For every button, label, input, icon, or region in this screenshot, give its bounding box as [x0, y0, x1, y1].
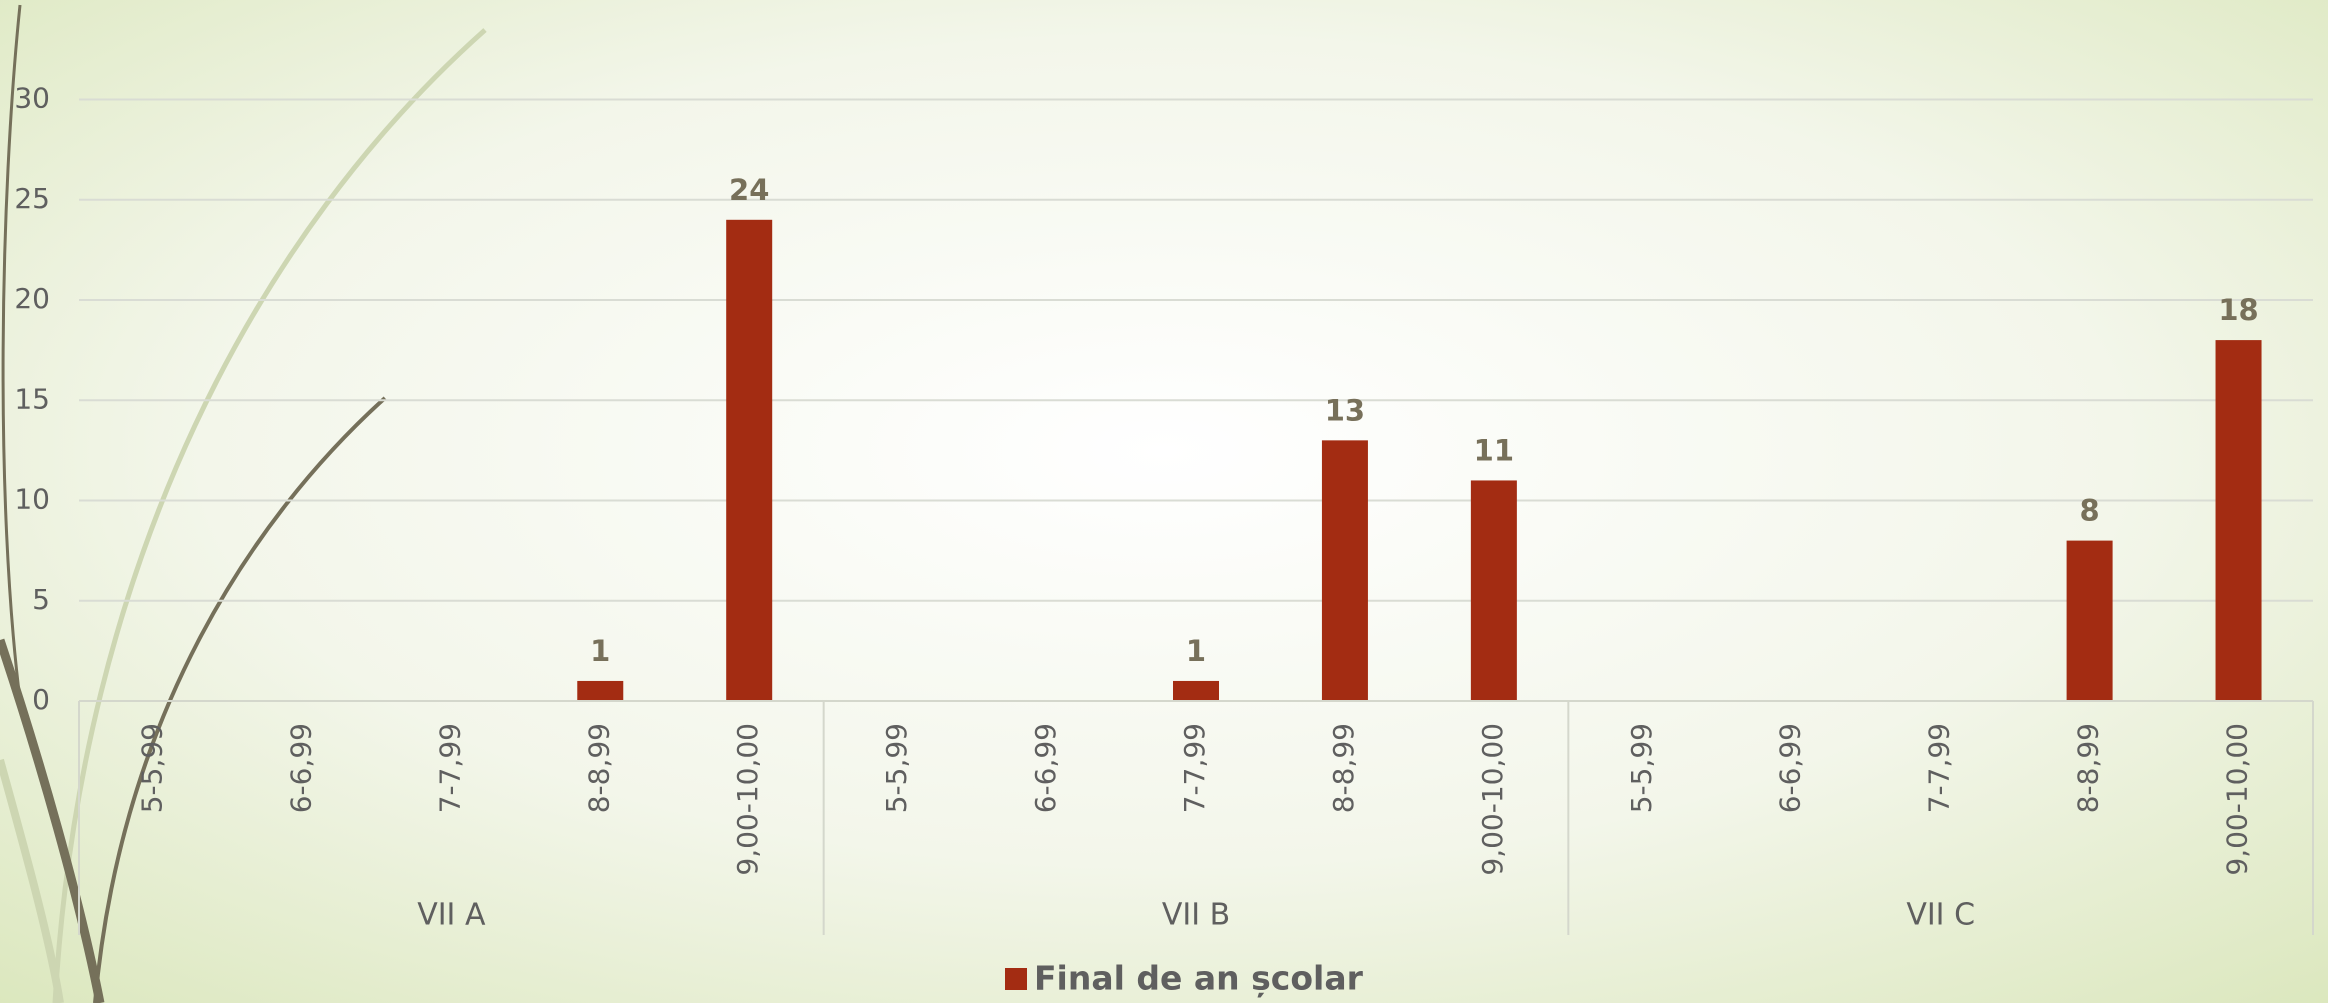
x-tick-label: 8-8,99: [582, 723, 615, 813]
x-tick-label: 9,00-10,00: [1476, 723, 1509, 876]
bar: [1471, 480, 1517, 701]
value-label: 1: [590, 634, 610, 668]
group-label: VII C: [1906, 898, 1975, 933]
y-tick-label: 0: [32, 683, 50, 716]
chart: 0 5 10 15 20 25 30 VII A VII B VII C 5-5,99 6-6,99 7…: [0, 0, 2328, 1003]
x-tick-label: 8-8,99: [1327, 723, 1360, 813]
y-tick-label: 5: [32, 583, 50, 616]
y-tick-label: 30: [14, 82, 50, 115]
x-tick-label: 8-8,99: [2072, 723, 2105, 813]
value-label: 1: [1186, 634, 1206, 668]
value-label: 18: [2218, 293, 2258, 327]
x-tick-label: 6-6,99: [1774, 723, 1807, 813]
x-tick-label: 7-7,99: [433, 723, 466, 813]
bar: [577, 681, 623, 701]
group-label: VII A: [417, 898, 486, 933]
value-label: 8: [2080, 494, 2100, 528]
bar: [1322, 440, 1368, 701]
x-tick-label: 5-5,99: [1625, 723, 1658, 813]
value-label: 24: [729, 173, 769, 207]
legend-label: Final de an școlar: [1034, 959, 1364, 998]
value-label: 11: [1474, 433, 1514, 467]
y-tick-label: 20: [14, 282, 50, 315]
x-tick-label: 9,00-10,00: [2221, 723, 2254, 876]
x-tick-label: 6-6,99: [1029, 723, 1062, 813]
bar: [726, 220, 772, 701]
x-tick-label: 7-7,99: [1923, 723, 1956, 813]
bar: [1173, 681, 1219, 701]
legend-swatch: [1005, 968, 1027, 990]
value-label: 13: [1325, 393, 1365, 427]
y-tick-label: 10: [14, 483, 50, 516]
y-tick-label: 25: [14, 182, 50, 215]
x-tick-label: 9,00-10,00: [731, 723, 764, 876]
x-tick-label: 5-5,99: [880, 723, 913, 813]
y-tick-label: 15: [14, 382, 50, 415]
x-tick-label: 6-6,99: [284, 723, 317, 813]
group-label: VII B: [1162, 898, 1230, 933]
bar: [2067, 541, 2113, 701]
x-tick-label: 5-5,99: [135, 723, 168, 813]
bar: [2216, 340, 2262, 701]
x-tick-label: 7-7,99: [1178, 723, 1211, 813]
